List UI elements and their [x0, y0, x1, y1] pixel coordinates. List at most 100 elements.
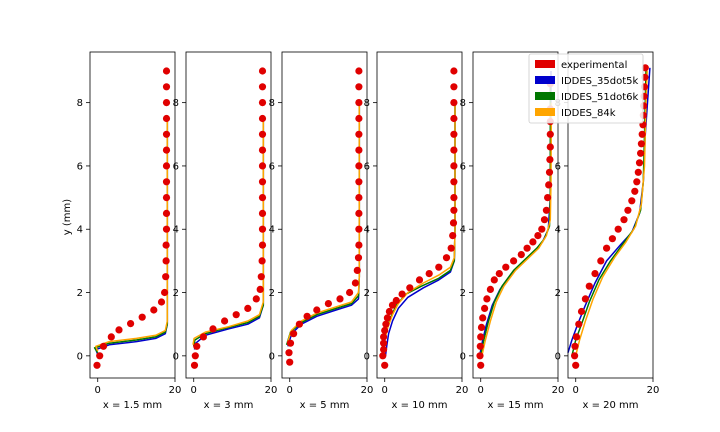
legend-swatch-experimental	[535, 60, 555, 68]
experimental-point	[99, 342, 108, 350]
experimental-point	[221, 317, 229, 325]
experimental-point	[450, 83, 458, 91]
x-tick-label: 20	[456, 385, 469, 396]
experimental-point	[477, 323, 486, 331]
experimental-point	[398, 290, 406, 298]
experimental-point	[303, 312, 311, 320]
experimental-point	[577, 307, 586, 316]
experimental-point	[542, 206, 551, 214]
y-tick-label: 6	[269, 161, 275, 172]
experimental-point	[571, 342, 579, 350]
experimental-point	[495, 270, 503, 278]
y-tick-label: 4	[173, 225, 179, 236]
experimental-point	[351, 279, 359, 287]
experimental-point	[244, 304, 252, 312]
experimental-point	[380, 339, 388, 347]
experimental-point	[415, 276, 424, 284]
y-tick-label: 8	[173, 98, 179, 109]
experimental-point	[355, 178, 363, 186]
experimental-point	[258, 146, 267, 154]
experimental-point	[157, 298, 166, 306]
experimental-point	[572, 361, 580, 369]
experimental-point	[162, 178, 171, 186]
x-tick-label: 0	[95, 385, 101, 396]
experimental-point	[523, 244, 531, 252]
experimental-point	[545, 168, 554, 176]
y-axis-title: y (mm)	[62, 199, 73, 235]
experimental-point	[138, 313, 146, 321]
experimental-point	[381, 326, 389, 335]
experimental-point	[258, 83, 267, 91]
series-line-iddes-51dot6k	[93, 118, 169, 354]
y-tick-label: 2	[269, 288, 275, 299]
y-tick-label: 0	[173, 351, 179, 362]
experimental-point	[635, 159, 644, 167]
experimental-point	[385, 307, 393, 316]
experimental-point	[380, 345, 388, 354]
experimental-point	[383, 314, 391, 322]
experimental-point	[162, 146, 171, 154]
experimental-point	[638, 130, 646, 138]
experimental-point	[614, 225, 622, 233]
x-tick-label: 0	[478, 385, 484, 396]
y-tick-label: 0	[269, 351, 275, 362]
experimental-point	[191, 352, 199, 360]
experimental-point	[162, 194, 171, 202]
y-tick-label: 6	[173, 161, 179, 172]
experimental-point	[450, 206, 458, 214]
x-tick-label: 20	[361, 385, 374, 396]
experimental-point	[517, 251, 525, 259]
y-tick-label: 4	[555, 225, 561, 236]
series-line-iddes-35dot5k	[193, 118, 265, 350]
y-tick-label: 8	[269, 98, 275, 109]
series-line-iddes-35dot5k	[287, 102, 361, 347]
legend-frame	[528, 53, 644, 124]
experimental-point	[450, 178, 458, 186]
experimental-point	[285, 349, 293, 357]
plot-frame	[376, 51, 463, 379]
series-line-iddes-84k	[574, 70, 648, 356]
experimental-point	[382, 320, 390, 328]
experimental-point	[258, 225, 267, 233]
experimental-point	[162, 209, 171, 217]
experimental-point	[354, 254, 363, 262]
experimental-point	[597, 257, 605, 265]
y-tick-label: 2	[77, 288, 83, 299]
experimental-point	[575, 320, 583, 328]
series-line-iddes-35dot5k	[95, 118, 169, 355]
experimental-point	[258, 178, 267, 186]
x-axis-label: x = 10 mm	[391, 400, 447, 411]
experimental-point	[355, 130, 363, 138]
experimental-point	[637, 140, 646, 148]
x-tick-label: 0	[573, 385, 579, 396]
experimental-point	[161, 288, 169, 297]
y-tick-label: 4	[269, 225, 275, 236]
experimental-point	[286, 339, 295, 347]
experimental-point	[571, 352, 579, 360]
x-tick-label: 20	[647, 385, 660, 396]
experimental-point	[162, 257, 170, 265]
experimental-point	[591, 270, 599, 278]
experimental-point	[355, 83, 363, 91]
experimental-point	[324, 300, 332, 308]
experimental-point	[256, 285, 264, 293]
plot-frame	[185, 51, 272, 379]
experimental-point	[442, 254, 451, 262]
experimental-point	[546, 156, 554, 164]
experimental-point	[481, 304, 489, 312]
experimental-point	[336, 295, 344, 303]
plot-frame	[472, 51, 559, 379]
legend-label-iddes-35dot5k: IDDES_35dot5k	[561, 76, 638, 87]
y-tick-label: 4	[364, 225, 370, 236]
experimental-point	[96, 352, 104, 360]
experimental-point	[258, 162, 267, 170]
x-tick-label: 0	[287, 385, 293, 396]
experimental-point	[538, 225, 546, 233]
experimental-point	[313, 306, 321, 314]
experimental-point	[450, 194, 458, 202]
x-axis-label: x = 20 mm	[582, 400, 638, 411]
experimental-point	[603, 244, 611, 252]
experimental-point	[450, 130, 458, 138]
